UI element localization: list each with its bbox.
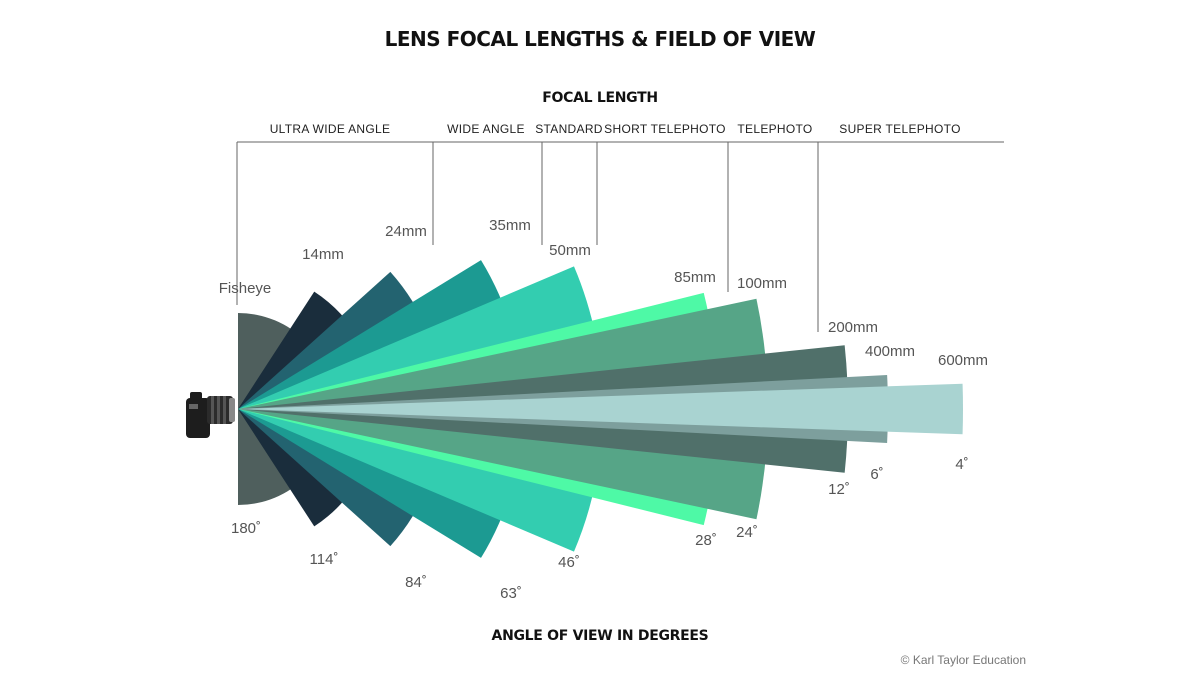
category-short-telephoto: SHORT TELEPHOTO <box>604 122 726 136</box>
category-header: ULTRA WIDE ANGLE WIDE ANGLE STANDARD SHO… <box>236 122 1004 332</box>
category-super-telephoto: SUPER TELEPHOTO <box>839 122 960 136</box>
focal-label-85mm: 85mm <box>674 269 716 286</box>
angle-label-35mm: 63˚ <box>500 585 522 602</box>
focal-label-600mm: 600mm <box>938 352 988 369</box>
focal-label-35mm: 35mm <box>489 217 531 234</box>
focal-label-200mm: 200mm <box>828 319 878 336</box>
camera-icon <box>186 392 235 438</box>
angle-labels: 180˚ 114˚ 84˚ 63˚ 46˚ 28˚ 24˚ 12˚ 6˚ 4˚ <box>231 456 969 602</box>
diagram-title: LENS FOCAL LENGTHS & FIELD OF VIEW <box>385 27 816 51</box>
angle-label-14mm: 114˚ <box>310 551 339 568</box>
focal-label-50mm: 50mm <box>549 242 591 259</box>
category-ultra-wide: ULTRA WIDE ANGLE <box>270 122 391 136</box>
angle-label-85mm: 28˚ <box>695 532 717 549</box>
focal-label-14mm: 14mm <box>302 246 344 263</box>
angle-of-view-title: ANGLE OF VIEW IN DEGREES <box>492 628 709 644</box>
focal-label-24mm: 24mm <box>385 223 427 240</box>
category-telephoto: TELEPHOTO <box>737 122 812 136</box>
angle-label-400mm: 6˚ <box>870 466 883 483</box>
focal-label-100mm: 100mm <box>737 275 787 292</box>
wedge-600mm <box>238 383 964 435</box>
focal-label-fisheye: Fisheye <box>219 280 272 297</box>
focal-length-title: FOCAL LENGTH <box>542 90 657 106</box>
angle-label-24mm: 84˚ <box>405 574 427 591</box>
angle-label-200mm: 12˚ <box>828 481 850 498</box>
category-standard: STANDARD <box>535 122 603 136</box>
credit-text: © Karl Taylor Education <box>901 653 1026 667</box>
angle-label-600mm: 4˚ <box>955 456 968 473</box>
angle-label-50mm: 46˚ <box>558 554 580 571</box>
angle-label-fisheye: 180˚ <box>231 520 261 537</box>
angle-label-100mm: 24˚ <box>736 524 758 541</box>
focal-labels: Fisheye 14mm 24mm 35mm 50mm 85mm 100mm 2… <box>219 217 988 369</box>
fov-wedges <box>238 260 964 558</box>
focal-label-400mm: 400mm <box>865 343 915 360</box>
category-wide: WIDE ANGLE <box>447 122 525 136</box>
